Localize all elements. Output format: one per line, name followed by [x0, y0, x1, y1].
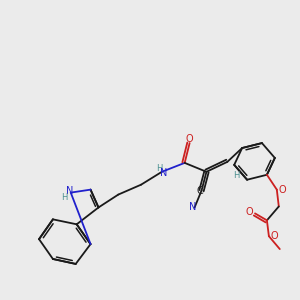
Text: H: H	[61, 194, 68, 202]
Text: O: O	[270, 231, 278, 241]
Text: N: N	[160, 168, 167, 178]
Text: N: N	[66, 186, 73, 196]
Text: O: O	[246, 207, 253, 217]
Text: O: O	[278, 184, 286, 195]
Text: N: N	[188, 202, 196, 212]
Text: C: C	[197, 186, 203, 196]
Text: H: H	[233, 171, 239, 180]
Text: H: H	[156, 164, 162, 173]
Text: O: O	[186, 134, 194, 145]
